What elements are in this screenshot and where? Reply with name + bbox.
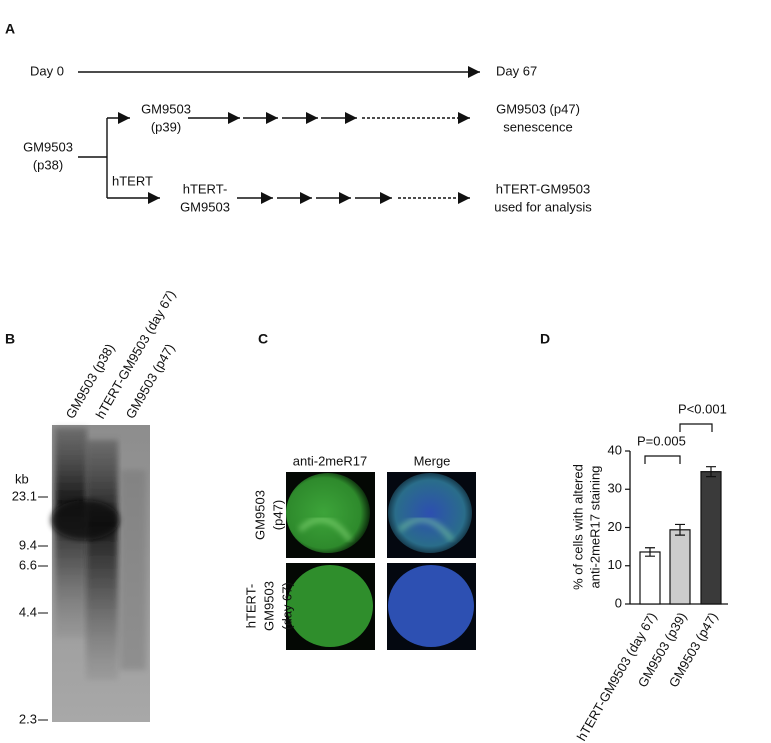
y-tick-label: 40 bbox=[608, 442, 622, 457]
branch bbox=[78, 118, 108, 198]
label: GM9503 bbox=[141, 101, 191, 116]
label: Day 67 bbox=[496, 63, 537, 78]
annotation: P=0.005 bbox=[637, 433, 686, 448]
panel-letter: A bbox=[5, 21, 15, 37]
column-label: anti-2meR17 bbox=[293, 453, 367, 468]
panel-letter: D bbox=[540, 331, 550, 347]
error-bar bbox=[706, 466, 716, 478]
marker-label: 9.4 bbox=[19, 537, 37, 552]
label: hTERT-GM9503 bbox=[496, 181, 590, 196]
marker-label: 23.1 bbox=[12, 488, 37, 503]
row-label: GM9503 bbox=[261, 581, 276, 631]
row-label: (p47) bbox=[270, 500, 285, 530]
column-label: Merge bbox=[414, 453, 451, 468]
label: hTERT bbox=[112, 173, 153, 188]
gel-image bbox=[51, 425, 150, 722]
bracket bbox=[644, 455, 681, 464]
y-tick-label: 10 bbox=[608, 557, 622, 572]
label: Day 0 bbox=[30, 63, 64, 78]
panel-letter: C bbox=[258, 331, 268, 347]
marker-label: 6.6 bbox=[19, 557, 37, 572]
bar bbox=[669, 529, 691, 605]
row-label: GM9503 bbox=[252, 490, 267, 540]
bar bbox=[639, 551, 661, 605]
label: GM9503 bbox=[180, 199, 230, 214]
bracket bbox=[679, 423, 713, 432]
y-tick-label: 20 bbox=[608, 519, 622, 534]
unit-label: kb bbox=[15, 471, 29, 486]
marker-label: 2.3 bbox=[19, 711, 37, 726]
label: GM9503 bbox=[23, 139, 73, 154]
bar bbox=[700, 471, 722, 605]
row-label: hTERT- bbox=[243, 584, 258, 629]
marker-label: 4.4 bbox=[19, 604, 37, 619]
y-axis-label: % of cells with altered bbox=[570, 464, 585, 590]
label: (p39) bbox=[151, 119, 181, 134]
y-axis-label: anti-2meR17 staining bbox=[587, 466, 602, 589]
error-bar bbox=[645, 547, 655, 557]
label: senescence bbox=[503, 119, 572, 134]
error-bar bbox=[675, 523, 685, 536]
row-label: (day 67) bbox=[279, 582, 294, 630]
label: GM9503 (p47) bbox=[496, 101, 580, 116]
annotation: P<0.001 bbox=[678, 401, 727, 416]
panel-letter: B bbox=[5, 331, 15, 347]
y-tick-label: 0 bbox=[615, 595, 622, 610]
y-tick-label: 30 bbox=[608, 481, 622, 496]
microscopy-images bbox=[286, 472, 476, 650]
label: used for analysis bbox=[494, 199, 592, 214]
label: hTERT- bbox=[183, 181, 228, 196]
label: (p38) bbox=[33, 157, 63, 172]
